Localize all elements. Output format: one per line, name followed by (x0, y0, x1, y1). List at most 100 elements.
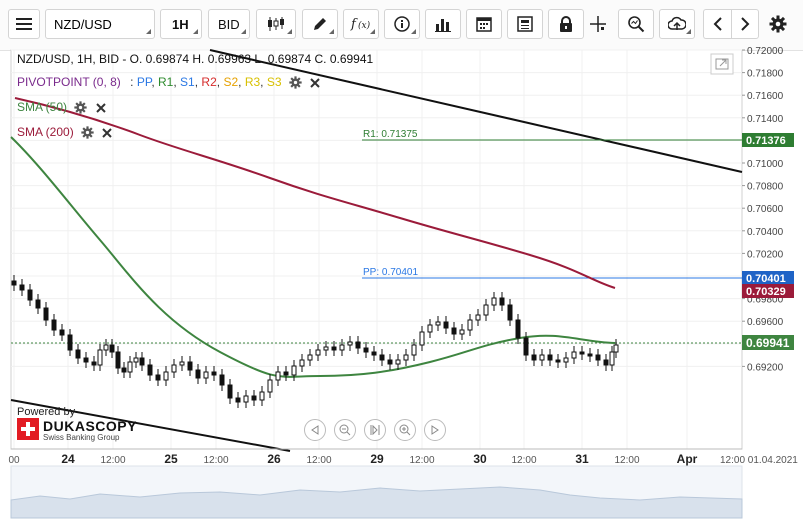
zoom-out-button[interactable] (334, 419, 356, 441)
chart-type-button[interactable] (256, 9, 296, 39)
price-side-selector[interactable]: BID (208, 9, 250, 39)
price-tick-label: 0.69600 (747, 317, 784, 328)
candle-body (475, 314, 481, 321)
chevron-right-icon (741, 17, 750, 31)
candle-body (443, 321, 449, 329)
candle-body (59, 329, 65, 336)
time-tick-label: 26 (267, 452, 281, 466)
dropdown-corner-icon (241, 29, 246, 34)
drawing-tools-button[interactable] (302, 9, 338, 39)
time-tick-label: 12:00 (100, 455, 125, 466)
candle-body (609, 351, 615, 366)
sma200-legend-label: SMA (200) (17, 125, 74, 139)
news-button[interactable] (507, 9, 543, 39)
zoom-in-icon (399, 424, 411, 436)
sma200-line[interactable] (14, 97, 616, 289)
candle-body (347, 341, 353, 346)
upper-trendline[interactable] (209, 49, 743, 173)
candle-body (307, 354, 313, 361)
time-tick-label: 29 (370, 452, 384, 466)
price-tick-label: 0.71000 (747, 159, 784, 170)
price-axis[interactable]: 0.720000.718000.716000.714000.712000.710… (742, 46, 784, 373)
pivot-legend-name: PIVOTPOINT (0, 8) (17, 75, 121, 89)
price-tag-last: 0.69941 (742, 335, 794, 350)
price-tag-pp: 0.70401 (742, 271, 794, 285)
close-icon[interactable] (95, 102, 107, 114)
candle-body (435, 321, 441, 326)
powered-by-label: Powered by (17, 406, 76, 418)
price-tick-label: 0.70800 (747, 182, 784, 193)
symbol-selector[interactable]: NZD/USD (45, 9, 155, 39)
candle-body (171, 364, 177, 373)
candle-body (43, 307, 49, 321)
price-tick-label: 0.72000 (747, 46, 784, 57)
lock-button[interactable] (548, 9, 584, 39)
candle-body (251, 395, 257, 401)
scroll-right-button[interactable] (731, 9, 759, 39)
timeframe-selector[interactable]: 1H (160, 9, 202, 39)
pan-right-button[interactable] (424, 419, 446, 441)
candle-body (467, 319, 473, 331)
candle-body (411, 344, 417, 356)
chevron-left-icon (713, 17, 722, 31)
candle-body (427, 324, 433, 333)
candle-body (315, 349, 321, 356)
gear-icon[interactable] (74, 101, 87, 114)
upload-button[interactable] (659, 9, 695, 39)
reset-view-button[interactable] (364, 419, 386, 441)
price-side-label: BID (218, 17, 240, 32)
cloud-upload-icon (668, 16, 686, 30)
sma50-legend[interactable]: SMA (50) (17, 100, 107, 114)
close-icon[interactable] (101, 127, 113, 139)
svg-text:0.71376: 0.71376 (746, 135, 786, 147)
candle-body (219, 374, 225, 386)
price-tag-sma200: 0.70329 (742, 284, 794, 298)
dropdown-corner-icon (146, 29, 151, 34)
pan-left-button[interactable] (304, 419, 326, 441)
volume-button[interactable] (425, 9, 461, 39)
svg-text:(x): (x) (358, 20, 371, 31)
candle-body (507, 304, 513, 321)
zoom-in-button[interactable] (394, 419, 416, 441)
candle-body (35, 299, 41, 309)
close-icon[interactable] (309, 77, 321, 89)
sma200-legend[interactable]: SMA (200) (17, 125, 113, 139)
candle-body (387, 359, 393, 365)
price-tick-label: 0.70400 (747, 227, 784, 238)
svg-text:0.70401: 0.70401 (746, 273, 786, 285)
candle-body (491, 297, 497, 306)
pencil-icon (314, 18, 326, 30)
candle-body (259, 391, 265, 401)
expand-icon[interactable] (710, 53, 734, 75)
candle-body (395, 359, 401, 365)
candle-body (203, 371, 209, 379)
candle-body (115, 351, 121, 369)
candle-body (515, 319, 521, 339)
indicators-button[interactable]: f (x) (343, 9, 379, 39)
zoom-button[interactable] (618, 9, 654, 39)
lower-trendline[interactable] (10, 399, 291, 452)
settings-button[interactable] (764, 9, 792, 39)
candle-body (83, 357, 89, 363)
candle-body (75, 349, 81, 359)
calendar-button[interactable] (466, 9, 502, 39)
pivot-level-s2: S2 (223, 75, 239, 89)
brand-sub: Swiss Banking Group (43, 433, 120, 442)
candle-body (27, 289, 33, 301)
scroll-left-button[interactable] (703, 9, 731, 39)
document-icon (517, 16, 533, 32)
candle-body (235, 397, 241, 403)
candle-body (267, 379, 273, 393)
candle-body (147, 364, 153, 376)
price-tick-label: 0.70200 (747, 249, 784, 260)
menu-button[interactable] (8, 9, 40, 39)
gear-icon[interactable] (289, 76, 302, 89)
candle-body (103, 344, 109, 351)
pivot-legend[interactable]: PIVOTPOINT (0, 8) : PP, R1, S1, R2, S2, … (17, 75, 321, 89)
time-axis[interactable]: 00 24 12:00 25 12:00 26 12:00 29 12:00 30 12:00 31 1… (8, 452, 798, 466)
gear-icon[interactable] (81, 126, 94, 139)
crosshair-button[interactable] (580, 9, 616, 39)
info-button[interactable] (384, 9, 420, 39)
calendar-icon (476, 17, 492, 32)
